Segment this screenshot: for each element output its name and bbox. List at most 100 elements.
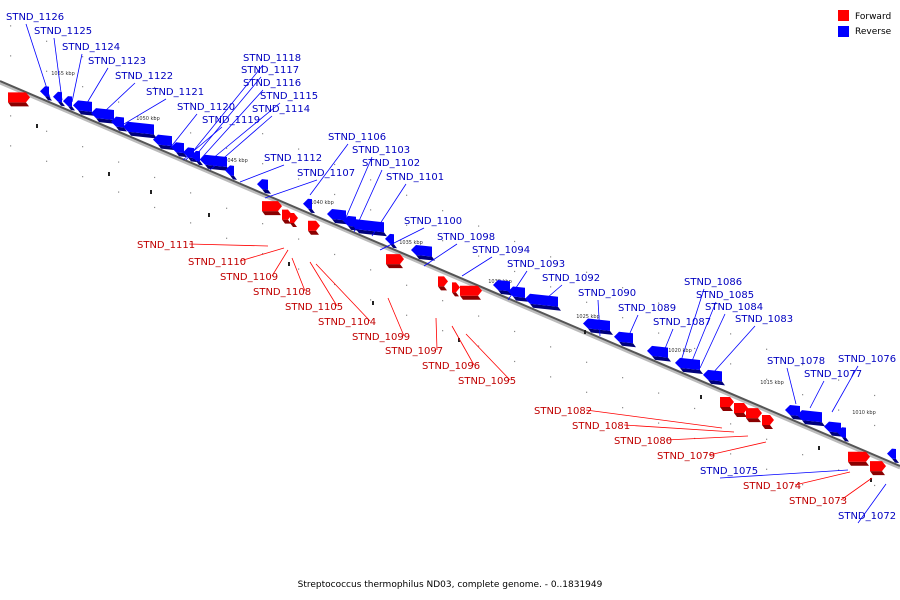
kbp-tick-label: 1020 kbp bbox=[668, 348, 692, 354]
reverse-gene-label: STND_1072 bbox=[838, 511, 896, 522]
grid-dot bbox=[622, 287, 624, 289]
gene-shade bbox=[652, 355, 671, 362]
reverse-leader-line bbox=[239, 164, 285, 183]
reverse-leader-line bbox=[197, 89, 264, 163]
grid-dot bbox=[586, 361, 588, 363]
grid-dot bbox=[154, 176, 156, 179]
forward-leader-line bbox=[585, 409, 723, 429]
grid-dot bbox=[262, 133, 264, 135]
grid-dot bbox=[46, 70, 48, 72]
reverse-gene-label: STND_1077 bbox=[804, 369, 862, 380]
grid-dot bbox=[406, 194, 408, 196]
grid-dot bbox=[334, 283, 336, 286]
reverse-gene-label: STND_1092 bbox=[542, 273, 600, 284]
reverse-gene-label: STND_1112 bbox=[264, 153, 322, 164]
position-tick bbox=[870, 478, 872, 482]
gene-shade bbox=[205, 164, 230, 172]
grid-dot bbox=[766, 438, 768, 440]
grid-dot bbox=[586, 301, 588, 303]
backbone-shadow bbox=[0, 81, 900, 470]
forward-gene-label: STND_1111 bbox=[137, 240, 195, 251]
reverse-gene bbox=[411, 244, 435, 261]
position-tick bbox=[150, 190, 152, 194]
reverse-gene bbox=[200, 154, 230, 172]
gene-shade bbox=[530, 303, 561, 311]
grid-dot bbox=[10, 115, 12, 117]
gene-body bbox=[797, 410, 822, 423]
position-tick bbox=[208, 213, 210, 217]
forward-gene-label: STND_1081 bbox=[572, 421, 630, 432]
forward-gene bbox=[262, 201, 282, 216]
reverse-gene bbox=[63, 96, 75, 111]
gene-shade bbox=[513, 296, 528, 302]
reverse-gene-label: STND_1089 bbox=[618, 303, 676, 314]
grid-dot bbox=[802, 394, 804, 396]
forward-leader-line bbox=[315, 263, 371, 322]
reverse-leader-line bbox=[461, 256, 493, 277]
reverse-gene bbox=[153, 134, 175, 151]
grid-dot bbox=[118, 161, 120, 163]
reverse-gene bbox=[703, 369, 725, 386]
gene-shade bbox=[762, 424, 773, 429]
reverse-gene bbox=[303, 198, 315, 214]
gene-body bbox=[508, 286, 525, 298]
reverse-leader-line bbox=[711, 325, 756, 375]
grid-dot bbox=[478, 345, 480, 347]
forward-gene bbox=[290, 213, 298, 228]
grid-dot bbox=[766, 348, 768, 350]
grid-dot bbox=[298, 238, 300, 240]
grid-dot bbox=[82, 56, 84, 58]
reverse-gene-label: STND_1103 bbox=[352, 145, 410, 156]
grid-dot bbox=[658, 332, 660, 334]
gene-body bbox=[452, 282, 460, 293]
reverse-leader-line bbox=[679, 288, 705, 365]
grid-dot bbox=[298, 268, 300, 270]
reverse-gene bbox=[583, 318, 613, 335]
grid-dot bbox=[442, 330, 444, 332]
grid-dot bbox=[262, 163, 264, 165]
reverse-leader-line bbox=[103, 82, 136, 113]
gene-shade bbox=[356, 229, 387, 237]
grid-dot bbox=[442, 240, 444, 242]
grid-dot bbox=[46, 130, 48, 132]
forward-leader-line bbox=[435, 317, 438, 351]
forward-leader-line bbox=[708, 441, 767, 456]
gene-body bbox=[91, 108, 114, 120]
reverse-gene bbox=[351, 219, 387, 237]
gene-body bbox=[386, 254, 404, 265]
grid-dot bbox=[514, 360, 516, 363]
forward-gene bbox=[848, 451, 870, 466]
forward-gene bbox=[282, 209, 292, 224]
forward-gene bbox=[734, 402, 748, 417]
grid-dot bbox=[514, 330, 516, 333]
reverse-gene-label: STND_1119 bbox=[202, 115, 260, 126]
reverse-gene-label: STND_1083 bbox=[735, 314, 793, 325]
gene-shade bbox=[848, 461, 869, 466]
grid-dot bbox=[406, 224, 408, 226]
reverse-leader-line bbox=[831, 365, 859, 413]
grid-dot bbox=[514, 240, 516, 243]
reverse-gene bbox=[171, 142, 187, 158]
grid-dot bbox=[478, 315, 480, 317]
gene-body bbox=[460, 285, 482, 296]
forward-leader-line bbox=[840, 477, 873, 501]
gene-shade bbox=[308, 208, 315, 214]
reverse-gene bbox=[123, 121, 157, 139]
grid-dot bbox=[550, 286, 552, 288]
reverse-gene-label: STND_1087 bbox=[653, 317, 711, 328]
gene-shade bbox=[45, 96, 52, 101]
gene-shade bbox=[8, 102, 29, 107]
reverse-gene-label: STND_1101 bbox=[386, 172, 444, 183]
grid-dot bbox=[838, 469, 840, 471]
reverse-leader-line bbox=[353, 169, 383, 233]
reverse-gene bbox=[837, 427, 849, 442]
gene-body bbox=[870, 461, 886, 472]
grid-dot bbox=[730, 363, 732, 365]
gene-shade bbox=[96, 118, 117, 124]
kbp-tick-label: 1015 kbp bbox=[760, 380, 784, 386]
reverse-leader-line bbox=[123, 98, 167, 125]
gene-body bbox=[746, 408, 762, 419]
forward-leader-line bbox=[271, 249, 289, 277]
